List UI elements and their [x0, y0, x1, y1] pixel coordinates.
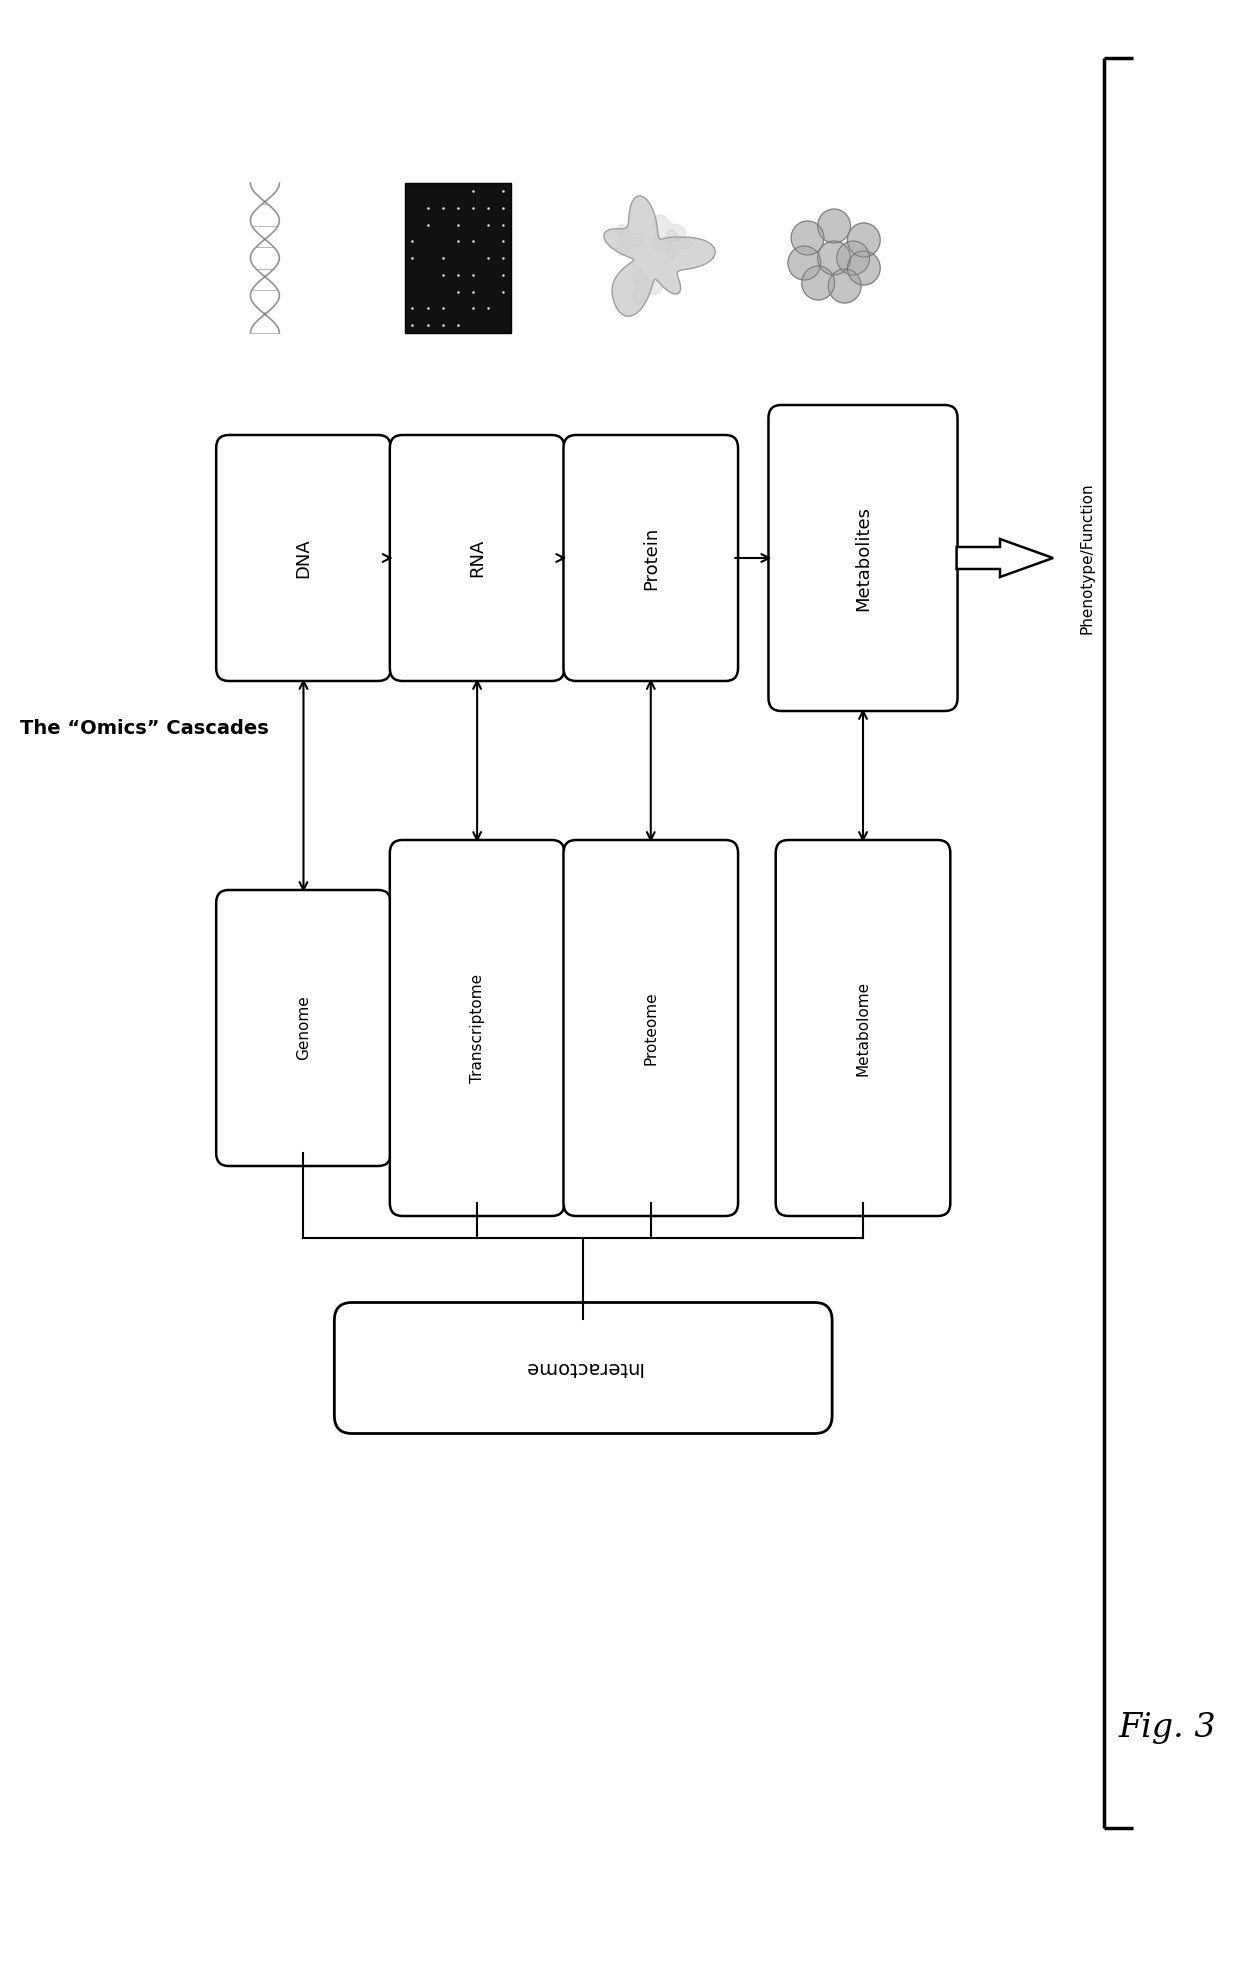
Text: Interactome: Interactome [523, 1359, 642, 1377]
FancyBboxPatch shape [563, 841, 738, 1216]
Text: DNA: DNA [294, 538, 312, 578]
Polygon shape [956, 538, 1053, 578]
Text: Metabolites: Metabolites [854, 506, 872, 611]
Text: Protein: Protein [642, 526, 660, 589]
Circle shape [817, 241, 851, 275]
Polygon shape [653, 216, 686, 251]
Text: Metabolome: Metabolome [856, 981, 870, 1076]
Text: Proteome: Proteome [644, 991, 658, 1064]
Circle shape [787, 245, 821, 281]
Circle shape [847, 251, 880, 285]
Text: Transcriptome: Transcriptome [470, 973, 485, 1082]
Circle shape [828, 269, 861, 303]
Text: RNA: RNA [469, 538, 486, 578]
FancyBboxPatch shape [563, 435, 738, 680]
Circle shape [837, 241, 869, 275]
Circle shape [791, 222, 823, 255]
FancyBboxPatch shape [389, 841, 564, 1216]
FancyBboxPatch shape [389, 435, 564, 680]
Polygon shape [604, 196, 715, 316]
Circle shape [847, 224, 880, 257]
Polygon shape [618, 225, 644, 255]
Circle shape [802, 265, 835, 301]
FancyBboxPatch shape [776, 841, 950, 1216]
FancyBboxPatch shape [216, 435, 391, 680]
Polygon shape [632, 271, 662, 305]
FancyBboxPatch shape [769, 405, 957, 710]
Bar [404, 184, 511, 332]
Text: Genome: Genome [296, 995, 311, 1060]
Text: Fig. 3: Fig. 3 [1118, 1713, 1216, 1745]
Circle shape [817, 210, 851, 243]
Text: The “Omics” Cascades: The “Omics” Cascades [20, 718, 269, 738]
Polygon shape [667, 229, 691, 257]
FancyBboxPatch shape [335, 1302, 832, 1434]
Text: Phenotype/Function: Phenotype/Function [1079, 483, 1095, 633]
FancyBboxPatch shape [216, 890, 391, 1165]
